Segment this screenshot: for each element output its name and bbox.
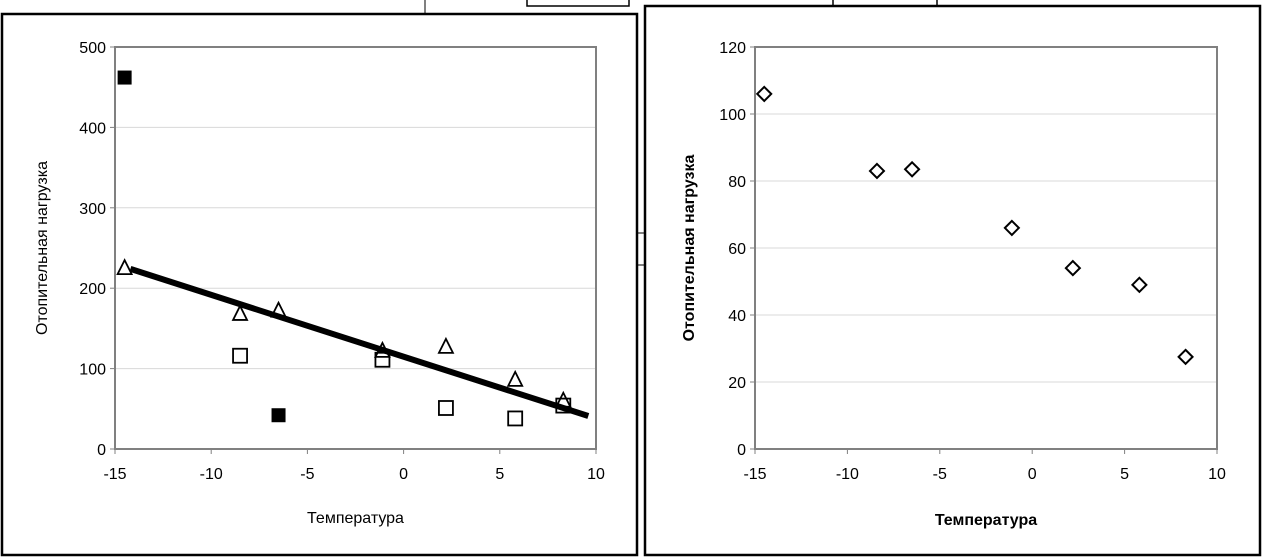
x-tick-label: -5 [300,466,314,483]
x-axis-label: Температура [935,512,1037,529]
y-tick-label: 40 [728,308,746,325]
y-tick-label: 120 [719,40,746,57]
y-tick-label: 400 [79,120,106,137]
triangle-point [506,369,524,387]
diamond-point [1130,276,1148,294]
triangle-point [231,303,249,321]
x-tick-label: 10 [587,466,605,483]
x-tick-label: -10 [200,466,223,483]
filled-square-point [117,70,132,85]
open-square-point [232,347,248,364]
y-tick-label: 60 [728,241,746,258]
triangle-point [437,336,455,354]
open-square-point [438,400,454,416]
x-tick-label: -15 [103,466,126,483]
y-axis-label: Отопительная нагрузка [34,161,51,335]
left-chart-frame [0,12,639,557]
left-chart: 0 100 200 300 400 500 -15 -10 -5 0 5 10 Температура О… [34,40,605,527]
x-tick-label: 5 [495,466,504,483]
y-tick-label: 500 [79,40,106,57]
triangle-point [116,258,134,276]
plot-area [114,46,597,450]
diamond-point [1177,348,1194,366]
y-tick-label: 100 [79,362,106,379]
y-axis-label: Отопительная нагрузка [681,155,698,342]
y-tick-label: 200 [79,281,106,298]
y-tick-label: 0 [737,442,746,459]
fragment-box [526,0,630,7]
right-chart-frame [643,4,1262,557]
y-tick-label: 80 [728,174,746,191]
x-tick-label: -15 [743,466,766,483]
plot-area [754,46,1218,450]
y-tick-label: 20 [728,375,746,392]
trend-line [129,266,590,419]
diamond-point [1003,219,1021,237]
x-tick-label: 10 [1208,466,1226,483]
y-tick-label: 0 [97,442,106,459]
x-tick-label: -5 [933,466,947,483]
x-axis-label: Температура [307,510,404,527]
diamond-point [903,160,921,178]
x-tick-label: -10 [836,466,859,483]
filled-square-point [271,408,286,423]
diamond-point [1064,259,1082,277]
diamond-point [755,85,773,103]
diamond-point [868,162,886,180]
right-chart: 0 20 40 60 80 100 120 -15 -10 -5 0 5 10 Температура От… [681,40,1226,529]
x-tick-label: 5 [1120,466,1129,483]
x-tick-label: 0 [399,466,408,483]
y-tick-label: 300 [79,201,106,218]
x-tick-label: 0 [1028,466,1037,483]
y-tick-label: 100 [719,107,746,124]
open-square-point [507,410,524,427]
